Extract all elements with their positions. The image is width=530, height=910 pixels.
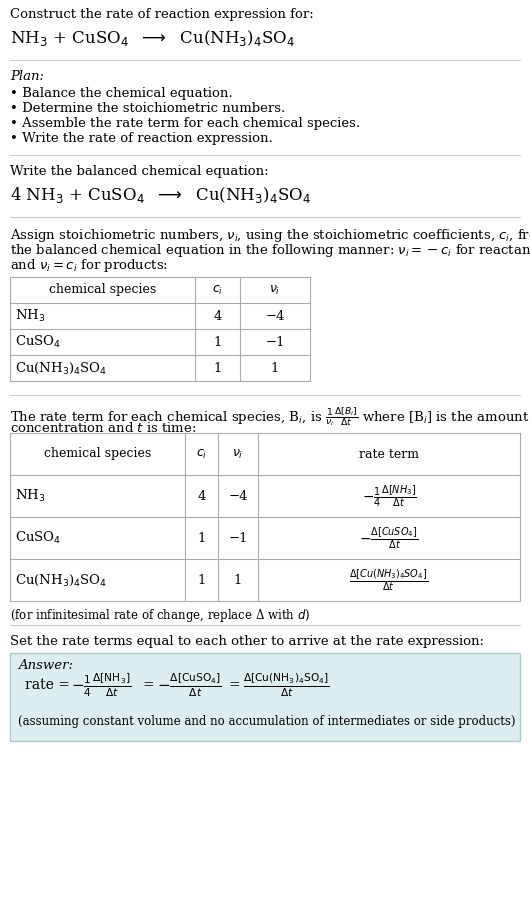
Text: NH$_3$: NH$_3$ — [15, 488, 46, 504]
Text: 1: 1 — [213, 336, 222, 349]
Text: chemical species: chemical species — [44, 448, 151, 460]
Text: Write the balanced chemical equation:: Write the balanced chemical equation: — [10, 165, 269, 178]
Text: rate term: rate term — [359, 448, 419, 460]
Text: 4: 4 — [213, 309, 222, 322]
Text: −1: −1 — [228, 531, 248, 544]
Text: and $\nu_i = c_i$ for products:: and $\nu_i = c_i$ for products: — [10, 257, 168, 274]
Text: concentration and $t$ is time:: concentration and $t$ is time: — [10, 421, 197, 435]
Text: 1: 1 — [197, 531, 206, 544]
Text: rate =: rate = — [25, 678, 74, 692]
Text: Answer:: Answer: — [18, 659, 73, 672]
Text: NH$_3$ + CuSO$_4$  $\longrightarrow$  Cu(NH$_3$)$_4$SO$_4$: NH$_3$ + CuSO$_4$ $\longrightarrow$ Cu(N… — [10, 28, 295, 48]
Text: 1: 1 — [213, 361, 222, 375]
Text: $\frac{\Delta[\mathrm{Cu(NH_3)_4SO_4}]}{\Delta t}$: $\frac{\Delta[\mathrm{Cu(NH_3)_4SO_4}]}{… — [243, 672, 330, 699]
Text: Set the rate terms equal to each other to arrive at the rate expression:: Set the rate terms equal to each other t… — [10, 635, 484, 648]
Text: CuSO$_4$: CuSO$_4$ — [15, 530, 61, 546]
Text: $-\frac{1}{4}\frac{\Delta[NH_3]}{\Delta t}$: $-\frac{1}{4}\frac{\Delta[NH_3]}{\Delta … — [361, 483, 417, 509]
Text: CuSO$_4$: CuSO$_4$ — [15, 334, 61, 350]
FancyBboxPatch shape — [10, 653, 520, 741]
Text: −1: −1 — [265, 336, 285, 349]
Text: =: = — [143, 678, 159, 692]
Text: $-\frac{\Delta[\mathrm{CuSO_4}]}{\Delta t}$: $-\frac{\Delta[\mathrm{CuSO_4}]}{\Delta … — [157, 672, 222, 699]
Text: 1: 1 — [234, 573, 242, 587]
Text: $c_i$: $c_i$ — [196, 448, 207, 460]
Text: • Balance the chemical equation.: • Balance the chemical equation. — [10, 87, 233, 100]
Text: The rate term for each chemical species, B$_i$, is $\frac{1}{\nu_i}\frac{\Delta[: The rate term for each chemical species,… — [10, 405, 529, 428]
Text: −4: −4 — [228, 490, 248, 502]
Text: (assuming constant volume and no accumulation of intermediates or side products): (assuming constant volume and no accumul… — [18, 715, 516, 728]
Text: Construct the rate of reaction expression for:: Construct the rate of reaction expressio… — [10, 8, 314, 21]
Text: $-\frac{\Delta[CuSO_4]}{\Delta t}$: $-\frac{\Delta[CuSO_4]}{\Delta t}$ — [359, 525, 419, 551]
Text: • Assemble the rate term for each chemical species.: • Assemble the rate term for each chemic… — [10, 117, 360, 130]
Text: =: = — [229, 678, 245, 692]
Text: chemical species: chemical species — [49, 284, 156, 297]
Text: 4: 4 — [197, 490, 206, 502]
Text: 4 NH$_3$ + CuSO$_4$  $\longrightarrow$  Cu(NH$_3$)$_4$SO$_4$: 4 NH$_3$ + CuSO$_4$ $\longrightarrow$ Cu… — [10, 185, 311, 205]
Text: −4: −4 — [265, 309, 285, 322]
Text: $\frac{\Delta[Cu(NH_3)_4SO_4]}{\Delta t}$: $\frac{\Delta[Cu(NH_3)_4SO_4]}{\Delta t}… — [349, 567, 429, 593]
Text: Cu(NH$_3$)$_4$SO$_4$: Cu(NH$_3$)$_4$SO$_4$ — [15, 360, 107, 376]
Text: 1: 1 — [197, 573, 206, 587]
Text: Cu(NH$_3$)$_4$SO$_4$: Cu(NH$_3$)$_4$SO$_4$ — [15, 572, 107, 588]
Text: • Determine the stoichiometric numbers.: • Determine the stoichiometric numbers. — [10, 102, 285, 115]
Text: • Write the rate of reaction expression.: • Write the rate of reaction expression. — [10, 132, 273, 145]
Text: $c_i$: $c_i$ — [212, 283, 223, 297]
Text: Assign stoichiometric numbers, $\nu_i$, using the stoichiometric coefficients, $: Assign stoichiometric numbers, $\nu_i$, … — [10, 227, 530, 244]
Text: Plan:: Plan: — [10, 70, 44, 83]
Text: NH$_3$: NH$_3$ — [15, 308, 46, 324]
Text: $-\frac{1}{4}\frac{\Delta[\mathrm{NH_3}]}{\Delta t}$: $-\frac{1}{4}\frac{\Delta[\mathrm{NH_3}]… — [71, 672, 131, 699]
Text: 1: 1 — [271, 361, 279, 375]
Text: $\nu_i$: $\nu_i$ — [232, 448, 244, 460]
Text: the balanced chemical equation in the following manner: $\nu_i = -c_i$ for react: the balanced chemical equation in the fo… — [10, 242, 530, 259]
Text: $\nu_i$: $\nu_i$ — [269, 283, 281, 297]
Text: (for infinitesimal rate of change, replace Δ with $d$): (for infinitesimal rate of change, repla… — [10, 607, 311, 624]
